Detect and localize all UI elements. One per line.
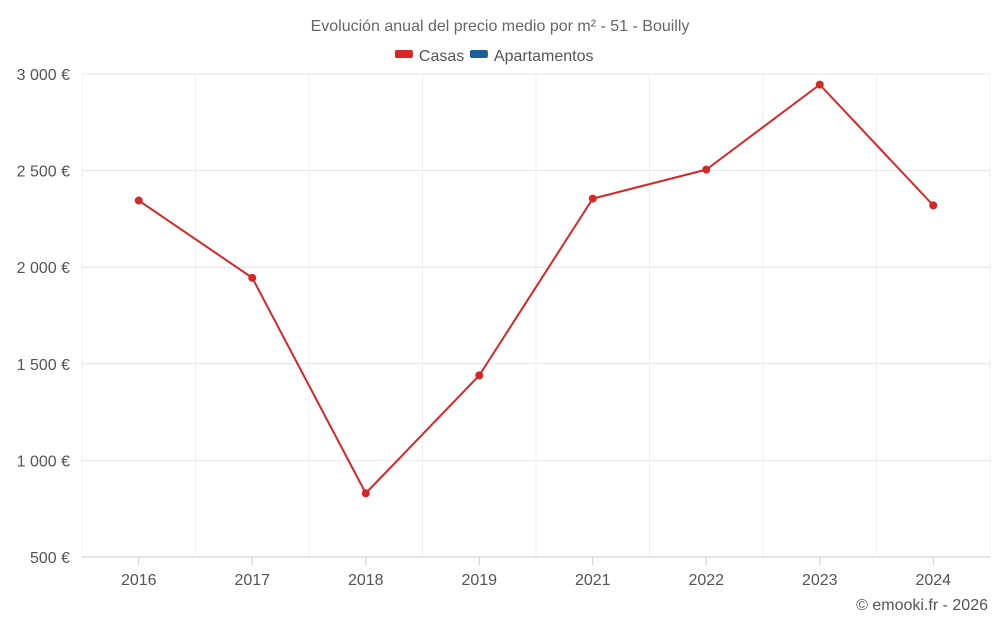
- credit-text: © emooki.fr - 2026: [856, 597, 988, 614]
- y-tick-label: 1 500 €: [17, 357, 70, 374]
- data-point[interactable]: [134, 196, 143, 205]
- data-point[interactable]: [702, 165, 711, 174]
- legend-label: Apartamentos: [494, 48, 594, 65]
- grid: [81, 73, 991, 558]
- series-line-casas: [138, 83, 934, 495]
- x-tick-label: 2024: [915, 572, 951, 589]
- x-tick-label: 2023: [802, 572, 838, 589]
- data-point[interactable]: [815, 80, 824, 89]
- data-point[interactable]: [248, 273, 257, 282]
- legend-item-apartamentos[interactable]: Apartamentos: [469, 48, 594, 65]
- legend-swatch: [394, 50, 413, 58]
- x-axis: 2016 2017 2018 2019 2021 2022 2023 2024: [121, 557, 951, 589]
- x-tick-label: 2021: [575, 572, 611, 589]
- legend: Casas Apartamentos: [394, 48, 594, 65]
- legend-swatch: [469, 50, 488, 58]
- y-tick-label: 3 000 €: [17, 67, 70, 84]
- x-tick-label: 2022: [688, 572, 724, 589]
- legend-label: Casas: [419, 48, 464, 65]
- data-point[interactable]: [588, 194, 597, 203]
- legend-item-casas[interactable]: Casas: [394, 48, 464, 65]
- x-tick-label: 2019: [461, 572, 497, 589]
- data-point[interactable]: [929, 201, 938, 210]
- y-tick-label: 2 500 €: [17, 164, 70, 181]
- series-layer: [134, 80, 938, 498]
- y-tick-label: 1 000 €: [17, 453, 70, 470]
- chart-title: Evolución anual del precio medio por m² …: [311, 18, 690, 35]
- x-tick-label: 2017: [234, 572, 270, 589]
- y-axis: 500 € 1 000 € 1 500 € 2 000 € 2 500 € 3 000 €: [17, 67, 70, 567]
- data-point[interactable]: [361, 489, 370, 498]
- x-tick-label: 2016: [121, 572, 157, 589]
- y-tick-label: 500 €: [30, 550, 70, 567]
- x-tick-label: 2018: [348, 572, 384, 589]
- data-point[interactable]: [475, 371, 484, 380]
- y-tick-label: 2 000 €: [17, 260, 70, 277]
